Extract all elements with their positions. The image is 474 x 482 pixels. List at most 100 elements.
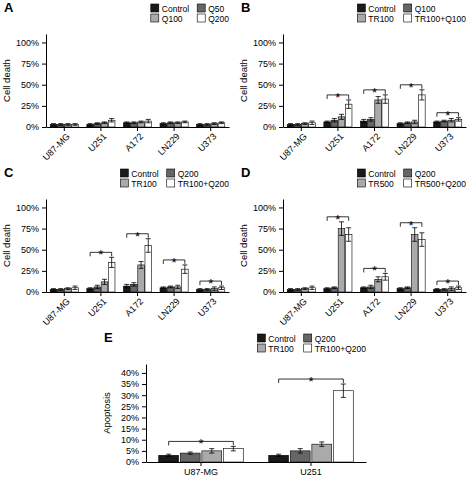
plot-area [287,222,462,292]
tick-label: 25% [121,402,139,412]
x-tick: A172 [123,127,145,153]
bar-series [202,442,332,462]
y-tick: 75% [258,59,283,69]
legend-label: Control [368,4,396,14]
error-bar [341,384,346,397]
bar [404,288,411,292]
error-bar [58,124,63,126]
tick-label: U251 [86,296,108,318]
tick-mark [142,406,146,407]
bar [338,229,345,292]
bar-series [309,90,462,127]
y-axis-title: Cell death [1,59,12,102]
tick-mark [174,292,175,296]
bar [397,289,404,292]
legend-item: TR100 [257,344,294,354]
tick-label: 75% [258,224,276,234]
tick-mark [42,85,46,86]
y-tick: 100% [16,38,46,48]
tick-mark [201,462,202,466]
tick-label: 40% [121,368,139,378]
error-bar [197,289,202,291]
tick-label: 0% [263,287,276,297]
tick-label: 10% [121,435,139,445]
error-bar [88,124,93,126]
x-tick: U251 [86,292,108,319]
y-tick: 0% [263,122,283,132]
axis-line [147,462,367,463]
bar-series [65,121,218,127]
tick-label: U87-MG [41,296,72,327]
legend-label: Q100 [415,4,436,14]
significance-star: * [409,218,414,233]
bar [411,235,418,292]
y-tick: 100% [253,38,283,48]
bar [197,289,204,292]
tick-mark [142,384,146,385]
significance-star: * [372,85,377,100]
bar [345,235,352,292]
y-tick: 0% [263,287,283,297]
tick-label: U251 [323,296,345,318]
tick-label: 25% [21,266,39,276]
bar-series [50,122,203,127]
legend-swatch [257,334,265,342]
bar [50,124,57,127]
panel: 0%25%50%75%100%U87-MGU251A172LN229U373Ce… [238,0,467,163]
legend-item: Control [120,169,159,179]
legend-swatch [257,344,265,352]
legend-label: Control [268,334,296,344]
bar-series [50,284,203,292]
significance-star: * [372,263,377,278]
bar-series [302,97,455,127]
tick-mark [210,127,211,131]
legend-label: Q50 [208,4,224,14]
plot-area [50,239,225,292]
bar [294,289,301,292]
error-bar [231,446,236,450]
tick-label: A172 [360,296,382,318]
error-bar [368,118,373,121]
legend-item: TR100+Q100 [404,14,467,24]
error-bar [456,118,461,121]
tick-mark [42,207,46,208]
tick-label: LN229 [156,296,182,322]
bar-series [72,239,225,292]
y-axis: 0%5%10%15%20%25%30%35%40% [121,365,147,468]
legend-item: Q100 [404,4,436,14]
legend-item: Control [357,169,396,179]
bar [312,444,332,462]
y-tick: 75% [21,59,46,69]
y-axis: 0%25%50%75%100% [16,200,47,298]
legend-item: Q200 [404,169,436,179]
tick-mark [447,127,448,131]
annotations: ** [169,374,344,451]
legend-label: Control [131,169,159,179]
bar [72,124,79,127]
x-tick: A172 [123,292,145,318]
bar [204,124,211,127]
tick-label: 0% [263,122,276,132]
tick-label: U251 [323,131,345,153]
x-tick: LN229 [156,127,182,157]
x-tick: U87-MG [41,292,72,328]
error-bar [102,279,107,284]
error-bar [361,119,366,122]
bar [65,124,72,127]
tick-mark [42,271,46,272]
y-tick: 15% [121,424,146,434]
bar [160,288,167,292]
y-tick: 50% [258,80,283,90]
annotations: **** [90,229,221,291]
tick-label: U251 [300,467,322,477]
y-tick: 50% [258,245,283,255]
tick-mark [210,292,211,296]
error-bar [146,119,151,122]
legend-item: Q100 [151,14,183,24]
error-bar [175,285,180,288]
error-bar [109,119,114,122]
legend-swatch [357,179,365,187]
bar [211,124,218,127]
bar-series [223,384,353,462]
x-tick: A172 [360,292,382,318]
